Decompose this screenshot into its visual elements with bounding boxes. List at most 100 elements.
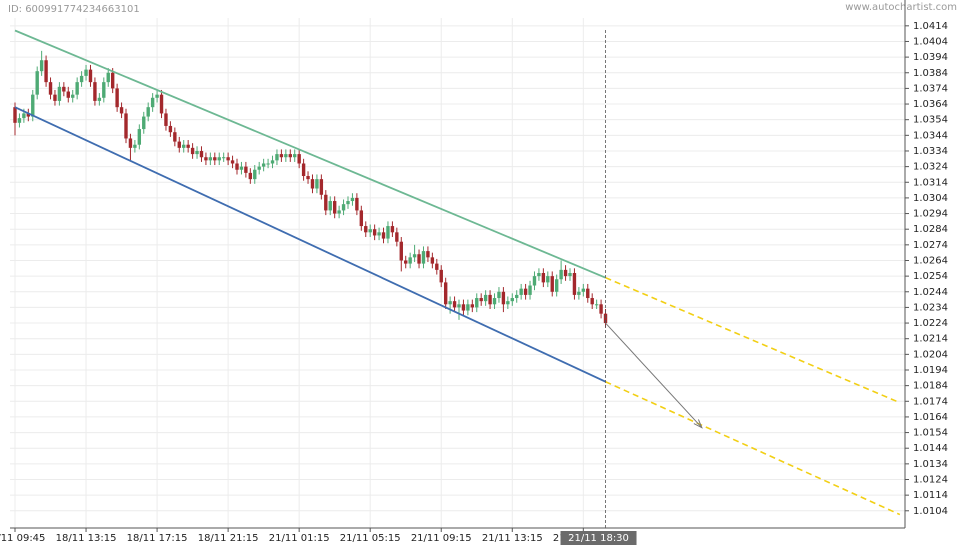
candle-body — [124, 113, 128, 139]
candle-body — [515, 294, 519, 299]
candle-body — [550, 276, 554, 292]
projection-line — [605, 276, 901, 404]
y-tick-label: 1.0324 — [913, 162, 948, 173]
y-tick-label: 1.0374 — [913, 83, 948, 94]
x-tick-label: 18/11 09:45 — [0, 533, 45, 544]
y-tick-label: 1.0314 — [913, 177, 948, 188]
candle-body — [332, 201, 337, 214]
candle-body — [279, 154, 284, 158]
candle-body — [177, 141, 181, 148]
candle-body — [346, 201, 350, 205]
y-tick-label: 1.0354 — [913, 115, 948, 126]
chart-id: ID: 600991774234663101 — [8, 4, 140, 15]
y-tick-label: 1.0154 — [913, 428, 948, 439]
candle-body — [270, 160, 275, 164]
candle-body — [71, 94, 75, 98]
y-tick-label: 1.0184 — [913, 381, 948, 392]
candle-body — [390, 226, 395, 233]
x-tick-label: 18/11 17:15 — [127, 533, 188, 544]
candle-body — [435, 263, 439, 270]
y-tick-label: 1.0344 — [913, 130, 948, 141]
y-tick-label: 1.0334 — [913, 146, 948, 157]
y-tick-label: 1.0394 — [913, 52, 948, 63]
candle-body — [22, 113, 26, 119]
candle-body — [150, 97, 155, 108]
candle-body — [244, 166, 248, 173]
candle-body — [341, 204, 346, 211]
candle-body — [506, 301, 510, 305]
candle-body — [337, 210, 341, 214]
candle-body — [355, 197, 359, 211]
arrow-head — [693, 419, 703, 429]
candle-body — [159, 94, 164, 114]
y-tick-label: 1.0384 — [913, 68, 948, 79]
candle-body — [563, 269, 568, 277]
candle-body — [88, 69, 93, 83]
y-tick-label: 1.0234 — [913, 302, 948, 313]
candle-body — [248, 172, 253, 180]
candle-body — [204, 157, 208, 161]
candle-body — [168, 125, 173, 133]
candle-body — [568, 273, 572, 277]
y-tick-label: 1.0244 — [913, 287, 948, 298]
candle-body — [190, 147, 195, 155]
candle-body — [195, 150, 199, 155]
candle-body — [137, 129, 142, 145]
candle-body — [257, 166, 261, 170]
projection-line — [605, 380, 901, 516]
candle-body — [541, 273, 546, 283]
candle-body — [182, 144, 186, 148]
candle-body — [404, 260, 408, 264]
candle-body — [133, 144, 137, 148]
candle-body — [452, 301, 457, 308]
candle-body — [221, 157, 226, 159]
candle-body — [301, 163, 306, 177]
candle-body — [368, 229, 372, 233]
candle-body — [559, 269, 563, 280]
candle-body — [364, 226, 368, 233]
candle-body — [475, 298, 479, 308]
candle-body — [48, 82, 53, 95]
candle-body — [102, 82, 106, 98]
candle-body — [173, 132, 177, 142]
candle-body — [97, 97, 102, 101]
candle-body — [208, 157, 213, 161]
x-tick-label: 21/11 05:15 — [340, 533, 401, 544]
candle-body — [17, 118, 22, 123]
candle-body — [164, 113, 168, 126]
y-tick-label: 1.0364 — [913, 99, 948, 110]
candle-body — [528, 285, 532, 295]
trend-line — [14, 106, 606, 383]
y-tick-label: 1.0294 — [913, 209, 948, 220]
candle-body — [399, 241, 403, 261]
candle-body — [426, 251, 430, 258]
candle-body — [328, 201, 332, 211]
candle-body — [119, 107, 124, 114]
candle-body — [230, 160, 235, 164]
candle-body — [39, 60, 44, 72]
candle-body — [439, 269, 443, 283]
y-tick-label: 1.0224 — [913, 318, 948, 329]
candle-body — [523, 288, 528, 295]
x-tick-label: 21/11 01:15 — [269, 533, 330, 544]
candle-body — [461, 304, 466, 311]
y-tick-label: 1.0164 — [913, 412, 948, 423]
candle-body — [115, 88, 119, 108]
candle-body — [35, 71, 39, 95]
candle-body — [554, 279, 559, 292]
candle-body — [284, 154, 288, 158]
candle-body — [93, 82, 97, 101]
candle-body — [110, 72, 115, 89]
candle-body — [155, 94, 159, 98]
y-tick-label: 1.0404 — [913, 36, 948, 47]
candle-body — [146, 107, 150, 117]
watermark: www.autochartist.com — [845, 2, 957, 13]
candle-body — [483, 294, 488, 302]
candle-body — [501, 291, 506, 305]
y-tick-label: 1.0114 — [913, 490, 948, 501]
y-tick-label: 1.0194 — [913, 365, 948, 376]
candle-body — [417, 254, 421, 264]
candle-body — [448, 301, 452, 305]
